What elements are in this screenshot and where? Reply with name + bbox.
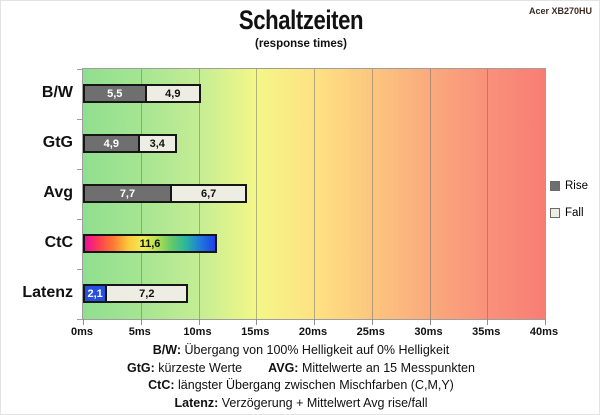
x-axis-label: 5ms [128,326,151,338]
x-axis-label: 20ms [298,326,328,338]
bar-segment-fall: 4,9 [144,84,202,103]
bar-row: 4,9 3,4 [83,134,177,153]
legend-item-rise: Rise [550,177,588,195]
x-axis-label: 15ms [241,326,270,338]
y-axis-tick [77,219,83,220]
x-axis-tick [545,319,546,325]
bar-segment-rainbow: 11,6 [83,234,217,253]
y-axis-tick [77,119,83,120]
footnote-text: kürzeste Werte [154,360,243,375]
gridline [371,69,373,319]
footnote-key: CtC: [148,378,175,392]
gridline [429,69,431,319]
x-axis-tick [83,319,84,325]
x-axis-label: 25ms [356,326,385,338]
footnotes: B/W: Übergang von 100% Helligkeit auf 0%… [1,342,599,413]
category-label: Latenz [22,284,73,301]
footnote-line: B/W: Übergang von 100% Helligkeit auf 0%… [1,342,599,360]
x-axis-label: 0ms [70,326,94,338]
legend-swatch-rise [550,181,560,191]
footnote-line: GtG: kürzeste Werte AVG: Mittelwerte an 1… [1,360,599,378]
gridline [487,69,489,319]
footnote-line: Latenz: Verzögerung + Mittelwert Avg ris… [1,395,599,413]
x-axis-tick [140,319,142,325]
legend: Rise Fall [550,177,588,231]
device-label: Acer XB270HU [528,6,592,16]
footnote-line: CtC: längster Übergang zwischen Mischfar… [1,377,599,395]
x-axis-label: 10ms [183,326,212,338]
page-subtitle: (response times) [254,38,348,50]
bar-value: 5,5 [107,87,123,100]
legend-label: Rise [565,180,589,192]
bar-segment-fall: 6,7 [169,184,248,203]
footnote-key: AVG: [268,360,299,375]
bar-row: 7,7 6,7 [83,184,248,203]
bar-segment-latency: 2,1 [83,284,108,303]
bar-segment-fall: 3,4 [137,134,177,153]
bar-value: 3,4 [149,137,165,150]
bar-value: 6,7 [200,187,217,200]
x-axis-tick [429,319,431,325]
bar-value: 7,7 [119,187,136,200]
x-axis-tick [256,319,258,325]
y-axis-tick [77,69,83,70]
y-axis-tick [77,269,83,270]
page-title: Schaltzeiten [238,5,364,35]
category-label: CtC [44,234,73,251]
gridline [314,69,315,319]
footnote-text: Mittelwerte an 15 Messpunkten [298,360,475,375]
x-axis-label: 40ms [529,326,559,338]
footnote-key: GtG: [127,360,155,375]
footnote-text: Verzögerung + Mittelwert Avg rise/fall [218,395,428,410]
x-axis-tick [314,319,315,325]
bar-value: 2,1 [87,287,103,300]
x-axis-tick [487,319,489,325]
legend-swatch-fall [550,208,560,218]
category-label: Avg [43,184,73,201]
x-axis-label: 35ms [472,326,501,338]
legend-label: Fall [565,207,584,219]
bar-row: 11,6 [83,234,217,253]
x-axis-label: 30ms [414,326,443,338]
category-label: B/W [41,84,73,101]
y-axis-tick [77,169,83,170]
bar-value: 11,6 [139,237,161,250]
footnote-text: Übergang von 100% Helligkeit auf 0% Hell… [181,343,450,357]
bar-value: 4,9 [165,87,181,100]
category-label: GtG [42,134,73,151]
bar-row: 5,5 4,9 [83,84,202,103]
bar-row: 2,1 7,2 [83,284,189,303]
bar-segment-fall: 7,2 [105,284,189,303]
bar-value: 4,9 [103,137,119,150]
bar-segment-rise: 7,7 [83,184,172,203]
footnote-text: längster Übergang zwischen Mischfarben (… [174,378,454,392]
gridline [256,69,258,319]
y-axis-tick [77,319,83,320]
legend-item-fall: Fall [550,204,588,222]
bar-segment-rise: 5,5 [83,84,147,103]
footnote-key: B/W: [152,343,182,357]
x-axis-tick [371,319,373,325]
x-axis-tick [198,319,200,325]
plot-area: 5,5 4,9 4,9 3,4 7,7 6,7 11,6 2,1 7,2 [77,68,546,325]
bar-segment-rise: 4,9 [83,134,140,153]
bar-value: 7,2 [139,287,155,300]
footnote-key: Latenz: [174,395,219,410]
